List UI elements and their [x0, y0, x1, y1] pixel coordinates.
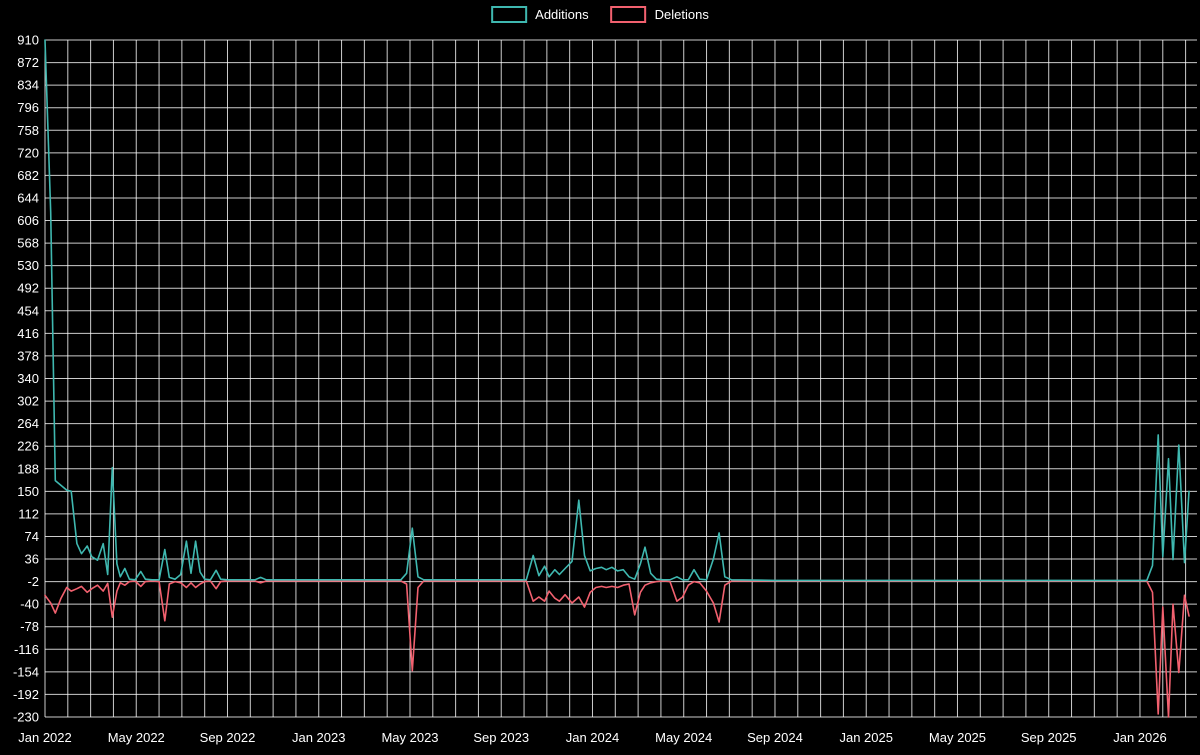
- legend-item-additions[interactable]: Additions: [491, 6, 589, 23]
- y-tick-label: 150: [17, 484, 39, 499]
- x-tick-label: Jan 2022: [18, 730, 72, 745]
- x-tick-label: May 2023: [381, 730, 438, 745]
- legend-label-deletions: Deletions: [654, 7, 709, 22]
- y-tick-label: 36: [25, 552, 39, 567]
- legend-label-additions: Additions: [535, 7, 589, 22]
- x-tick-label: Jan 2026: [1113, 730, 1167, 745]
- y-tick-label: -40: [20, 597, 39, 612]
- y-tick-label: -78: [20, 619, 39, 634]
- y-tick-label: 682: [17, 168, 39, 183]
- y-tick-label: 302: [17, 394, 39, 409]
- x-tick-label: Sep 2025: [1021, 730, 1077, 745]
- y-tick-label: 530: [17, 258, 39, 273]
- y-axis-labels: -230 -192 -154 -116 -78 -40 -2 36 74 112 150 188 226…: [13, 33, 39, 725]
- deletions-swatch-icon: [610, 6, 647, 23]
- series-line-additions: [44, 39, 1190, 582]
- x-tick-label: May 2025: [929, 730, 986, 745]
- additions-swatch-icon: [491, 6, 528, 23]
- x-tick-label: Sep 2022: [200, 730, 256, 745]
- y-tick-label: 264: [17, 416, 39, 431]
- y-tick-label: -154: [13, 664, 39, 679]
- x-axis-labels: Jan 2022 May 2022 Sep 2022 Jan 2023 May 2023…: [18, 730, 1166, 745]
- y-tick-label: 112: [18, 506, 39, 521]
- y-tick-label: -230: [13, 710, 39, 725]
- x-tick-label: Sep 2023: [473, 730, 529, 745]
- x-tick-label: Jan 2024: [566, 730, 620, 745]
- chart-legend: Additions Deletions: [491, 6, 709, 23]
- y-tick-label: 758: [17, 123, 39, 138]
- y-tick-label: 834: [17, 78, 39, 93]
- y-tick-label: 910: [17, 33, 39, 48]
- y-tick-label: 378: [17, 348, 39, 363]
- x-tick-label: May 2024: [655, 730, 712, 745]
- series-line-deletions: [44, 580, 1190, 718]
- y-tick-label: -192: [13, 687, 39, 702]
- y-tick-label: 606: [17, 213, 39, 228]
- y-tick-label: 188: [17, 461, 39, 476]
- y-tick-label: 492: [17, 281, 39, 296]
- y-tick-label: 226: [17, 439, 39, 454]
- y-tick-label: 74: [25, 529, 39, 544]
- y-tick-label: 340: [17, 371, 39, 386]
- y-tick-label: 644: [17, 190, 39, 205]
- y-tick-label: 454: [17, 303, 39, 318]
- y-tick-label: -116: [14, 642, 39, 657]
- legend-item-deletions[interactable]: Deletions: [610, 6, 709, 23]
- x-tick-label: Sep 2024: [747, 730, 803, 745]
- x-tick-label: May 2022: [108, 730, 165, 745]
- y-tick-label: 416: [17, 326, 39, 341]
- grid-lines: [44, 39, 1197, 718]
- y-tick-label: 872: [17, 55, 39, 70]
- x-tick-label: Jan 2023: [292, 730, 346, 745]
- y-tick-label: -2: [27, 574, 39, 589]
- x-tick-label: Jan 2025: [839, 730, 893, 745]
- y-tick-label: 796: [17, 100, 39, 115]
- y-tick-label: 568: [17, 236, 39, 251]
- y-tick-label: 720: [17, 145, 39, 160]
